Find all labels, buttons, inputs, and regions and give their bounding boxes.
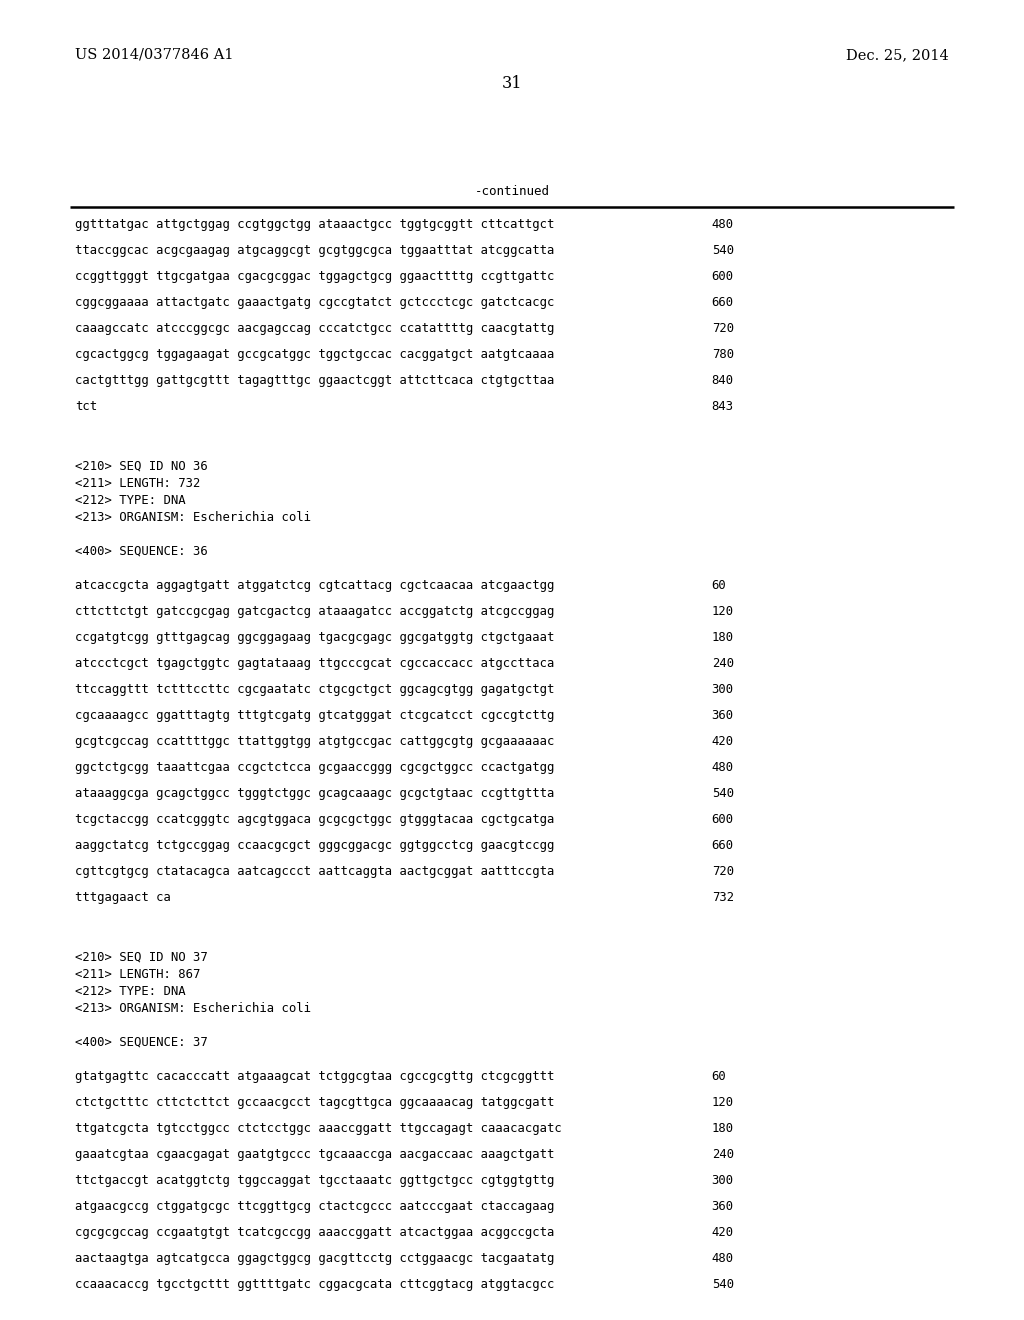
Text: gaaatcgtaa cgaacgagat gaatgtgccc tgcaaaccga aacgaccaac aaagctgatt: gaaatcgtaa cgaacgagat gaatgtgccc tgcaaac… bbox=[75, 1148, 554, 1162]
Text: <400> SEQUENCE: 37: <400> SEQUENCE: 37 bbox=[75, 1036, 208, 1049]
Text: cttcttctgt gatccgcgag gatcgactcg ataaagatcc accggatctg atcgccggag: cttcttctgt gatccgcgag gatcgactcg ataaaga… bbox=[75, 605, 554, 618]
Text: <212> TYPE: DNA: <212> TYPE: DNA bbox=[75, 494, 185, 507]
Text: atccctcgct tgagctggtc gagtataaag ttgcccgcat cgccaccacc atgccttaca: atccctcgct tgagctggtc gagtataaag ttgcccg… bbox=[75, 657, 554, 671]
Text: -continued: -continued bbox=[474, 185, 550, 198]
Text: 840: 840 bbox=[712, 374, 734, 387]
Text: ccggttgggt ttgcgatgaa cgacgcggac tggagctgcg ggaacttttg ccgttgattc: ccggttgggt ttgcgatgaa cgacgcggac tggagct… bbox=[75, 271, 554, 282]
Text: ttctgaccgt acatggtctg tggccaggat tgcctaaatc ggttgctgcc cgtggtgttg: ttctgaccgt acatggtctg tggccaggat tgcctaa… bbox=[75, 1173, 554, 1187]
Text: 540: 540 bbox=[712, 244, 734, 257]
Text: 420: 420 bbox=[712, 735, 734, 748]
Text: cgcaaaagcc ggatttagtg tttgtcgatg gtcatgggat ctcgcatcct cgccgtcttg: cgcaaaagcc ggatttagtg tttgtcgatg gtcatgg… bbox=[75, 709, 554, 722]
Text: 732: 732 bbox=[712, 891, 734, 904]
Text: cgttcgtgcg ctatacagca aatcagccct aattcaggta aactgcggat aatttccgta: cgttcgtgcg ctatacagca aatcagccct aattcag… bbox=[75, 865, 554, 878]
Text: 120: 120 bbox=[712, 605, 734, 618]
Text: ctctgctttc cttctcttct gccaacgcct tagcgttgca ggcaaaacag tatggcgatt: ctctgctttc cttctcttct gccaacgcct tagcgtt… bbox=[75, 1096, 554, 1109]
Text: cggcggaaaa attactgatc gaaactgatg cgccgtatct gctccctcgc gatctcacgc: cggcggaaaa attactgatc gaaactgatg cgccgta… bbox=[75, 296, 554, 309]
Text: cgcactggcg tggagaagat gccgcatggc tggctgccac cacggatgct aatgtcaaaa: cgcactggcg tggagaagat gccgcatggc tggctgc… bbox=[75, 348, 554, 360]
Text: ttaccggcac acgcgaagag atgcaggcgt gcgtggcgca tggaatttat atcggcatta: ttaccggcac acgcgaagag atgcaggcgt gcgtggc… bbox=[75, 244, 554, 257]
Text: 300: 300 bbox=[712, 682, 734, 696]
Text: <212> TYPE: DNA: <212> TYPE: DNA bbox=[75, 985, 185, 998]
Text: caaagccatc atcccggcgc aacgagccag cccatctgcc ccatattttg caacgtattg: caaagccatc atcccggcgc aacgagccag cccatct… bbox=[75, 322, 554, 335]
Text: 480: 480 bbox=[712, 762, 734, 774]
Text: <213> ORGANISM: Escherichia coli: <213> ORGANISM: Escherichia coli bbox=[75, 511, 310, 524]
Text: 780: 780 bbox=[712, 348, 734, 360]
Text: 480: 480 bbox=[712, 1251, 734, 1265]
Text: ggctctgcgg taaattcgaa ccgctctcca gcgaaccggg cgcgctggcc ccactgatgg: ggctctgcgg taaattcgaa ccgctctcca gcgaacc… bbox=[75, 762, 554, 774]
Text: US 2014/0377846 A1: US 2014/0377846 A1 bbox=[75, 48, 233, 62]
Text: ccgatgtcgg gtttgagcag ggcggagaag tgacgcgagc ggcgatggtg ctgctgaaat: ccgatgtcgg gtttgagcag ggcggagaag tgacgcg… bbox=[75, 631, 554, 644]
Text: <211> LENGTH: 732: <211> LENGTH: 732 bbox=[75, 477, 200, 490]
Text: <213> ORGANISM: Escherichia coli: <213> ORGANISM: Escherichia coli bbox=[75, 1002, 310, 1015]
Text: tcgctaccgg ccatcgggtc agcgtggaca gcgcgctggc gtgggtacaa cgctgcatga: tcgctaccgg ccatcgggtc agcgtggaca gcgcgct… bbox=[75, 813, 554, 826]
Text: Dec. 25, 2014: Dec. 25, 2014 bbox=[847, 48, 949, 62]
Text: 720: 720 bbox=[712, 865, 734, 878]
Text: 720: 720 bbox=[712, 322, 734, 335]
Text: 600: 600 bbox=[712, 271, 734, 282]
Text: 60: 60 bbox=[712, 1071, 726, 1082]
Text: aaggctatcg tctgccggag ccaacgcgct gggcggacgc ggtggcctcg gaacgtccgg: aaggctatcg tctgccggag ccaacgcgct gggcgga… bbox=[75, 840, 554, 851]
Text: 540: 540 bbox=[712, 787, 734, 800]
Text: <210> SEQ ID NO 36: <210> SEQ ID NO 36 bbox=[75, 459, 208, 473]
Text: 480: 480 bbox=[712, 218, 734, 231]
Text: gcgtcgccag ccattttggc ttattggtgg atgtgccgac cattggcgtg gcgaaaaaac: gcgtcgccag ccattttggc ttattggtgg atgtgcc… bbox=[75, 735, 554, 748]
Text: tttgagaact ca: tttgagaact ca bbox=[75, 891, 171, 904]
Text: 31: 31 bbox=[502, 75, 522, 92]
Text: cactgtttgg gattgcgttt tagagtttgc ggaactcggt attcttcaca ctgtgcttaa: cactgtttgg gattgcgttt tagagtttgc ggaactc… bbox=[75, 374, 554, 387]
Text: 660: 660 bbox=[712, 296, 734, 309]
Text: <400> SEQUENCE: 36: <400> SEQUENCE: 36 bbox=[75, 545, 208, 558]
Text: 420: 420 bbox=[712, 1226, 734, 1239]
Text: ccaaacaccg tgcctgcttt ggttttgatc cggacgcata cttcggtacg atggtacgcc: ccaaacaccg tgcctgcttt ggttttgatc cggacgc… bbox=[75, 1278, 554, 1291]
Text: 360: 360 bbox=[712, 709, 734, 722]
Text: 843: 843 bbox=[712, 400, 734, 413]
Text: ttccaggttt tctttccttc cgcgaatatc ctgcgctgct ggcagcgtgg gagatgctgt: ttccaggttt tctttccttc cgcgaatatc ctgcgct… bbox=[75, 682, 554, 696]
Text: 660: 660 bbox=[712, 840, 734, 851]
Text: tct: tct bbox=[75, 400, 97, 413]
Text: 540: 540 bbox=[712, 1278, 734, 1291]
Text: <210> SEQ ID NO 37: <210> SEQ ID NO 37 bbox=[75, 950, 208, 964]
Text: cgcgcgccag ccgaatgtgt tcatcgccgg aaaccggatt atcactggaa acggccgcta: cgcgcgccag ccgaatgtgt tcatcgccgg aaaccgg… bbox=[75, 1226, 554, 1239]
Text: 120: 120 bbox=[712, 1096, 734, 1109]
Text: ttgatcgcta tgtcctggcc ctctcctggc aaaccggatt ttgccagagt caaacacgatc: ttgatcgcta tgtcctggcc ctctcctggc aaaccgg… bbox=[75, 1122, 561, 1135]
Text: 240: 240 bbox=[712, 1148, 734, 1162]
Text: ggtttatgac attgctggag ccgtggctgg ataaactgcc tggtgcggtt cttcattgct: ggtttatgac attgctggag ccgtggctgg ataaact… bbox=[75, 218, 554, 231]
Text: gtatgagttc cacacccatt atgaaagcat tctggcgtaa cgccgcgttg ctcgcggttt: gtatgagttc cacacccatt atgaaagcat tctggcg… bbox=[75, 1071, 554, 1082]
Text: 300: 300 bbox=[712, 1173, 734, 1187]
Text: 180: 180 bbox=[712, 631, 734, 644]
Text: 240: 240 bbox=[712, 657, 734, 671]
Text: 180: 180 bbox=[712, 1122, 734, 1135]
Text: atgaacgccg ctggatgcgc ttcggttgcg ctactcgccc aatcccgaat ctaccagaag: atgaacgccg ctggatgcgc ttcggttgcg ctactcg… bbox=[75, 1200, 554, 1213]
Text: 600: 600 bbox=[712, 813, 734, 826]
Text: ataaaggcga gcagctggcc tgggtctggc gcagcaaagc gcgctgtaac ccgttgttta: ataaaggcga gcagctggcc tgggtctggc gcagcaa… bbox=[75, 787, 554, 800]
Text: aactaagtga agtcatgcca ggagctggcg gacgttcctg cctggaacgc tacgaatatg: aactaagtga agtcatgcca ggagctggcg gacgttc… bbox=[75, 1251, 554, 1265]
Text: 360: 360 bbox=[712, 1200, 734, 1213]
Text: 60: 60 bbox=[712, 579, 726, 591]
Text: atcaccgcta aggagtgatt atggatctcg cgtcattacg cgctcaacaa atcgaactgg: atcaccgcta aggagtgatt atggatctcg cgtcatt… bbox=[75, 579, 554, 591]
Text: <211> LENGTH: 867: <211> LENGTH: 867 bbox=[75, 968, 200, 981]
